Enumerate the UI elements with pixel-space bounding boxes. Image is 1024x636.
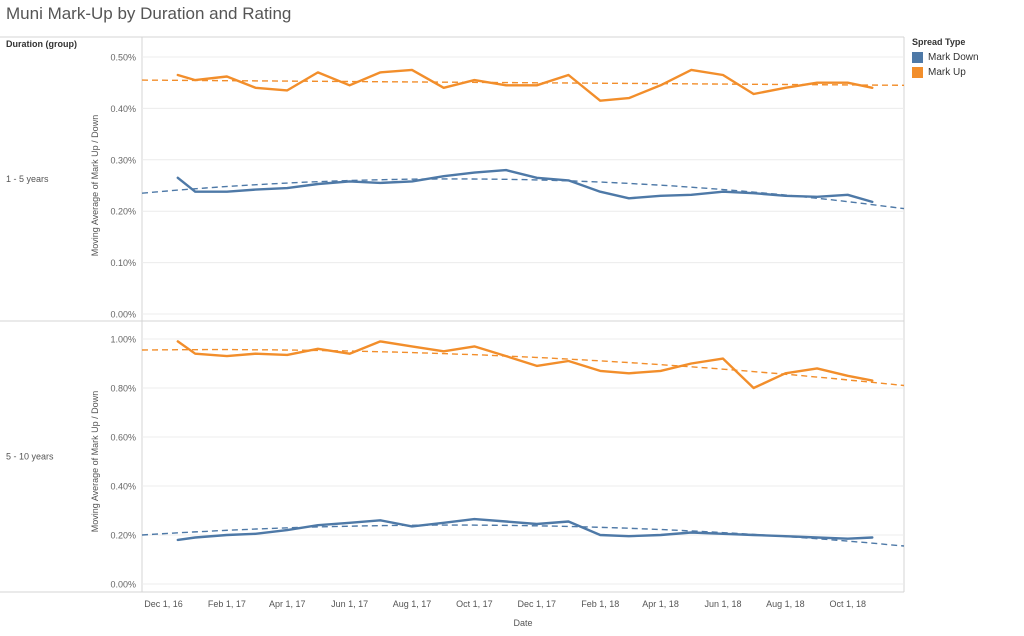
panel-1-trend-mark-up [141, 79, 905, 86]
x-tick-label: Apr 1, 17 [269, 599, 306, 609]
legend-item-mark-down[interactable]: Mark Down [912, 50, 979, 65]
x-tick-label: Apr 1, 18 [642, 599, 679, 609]
panel-1-y-tick-label: 0.20% [110, 207, 136, 217]
x-tick-label: Jun 1, 18 [704, 599, 741, 609]
legend-swatch-mark-down [912, 52, 923, 63]
legend-item-mark-up[interactable]: Mark Up [912, 65, 979, 80]
panel-2-y-tick-label: 0.80% [110, 384, 136, 394]
panel-1-trend-mark-down [141, 178, 905, 210]
x-tick-label: Oct 1, 18 [829, 599, 866, 609]
x-tick-label: Feb 1, 17 [208, 599, 246, 609]
panel-1-series-mark-down [176, 168, 874, 204]
panel-1-y-tick-label: 0.10% [110, 258, 136, 268]
legend-swatch-mark-up [912, 67, 923, 78]
x-tick-label: Aug 1, 18 [766, 599, 805, 609]
x-tick-label: Jun 1, 17 [331, 599, 368, 609]
panel-1-y-axis-title: Moving Average of Mark Up / Down [90, 115, 100, 256]
legend-label-mark-down: Mark Down [928, 52, 979, 63]
panel-2-y-axis-title: Moving Average of Mark Up / Down [90, 391, 100, 532]
legend: Spread Type Mark Down Mark Up [912, 37, 979, 80]
x-axis-title: Date [513, 618, 532, 628]
panel-2-series-mark-down [176, 517, 874, 542]
panel-1-y-tick-label: 0.50% [110, 53, 136, 63]
x-tick-label: Dec 1, 17 [518, 599, 557, 609]
chart-title: Muni Mark-Up by Duration and Rating [6, 4, 292, 23]
panel-2-row-label: 5 - 10 years [6, 452, 54, 462]
panel-1-y-tick-label: 0.00% [110, 310, 136, 320]
panel-2-y-tick-label: 0.60% [110, 433, 136, 443]
x-tick-label: Aug 1, 17 [393, 599, 432, 609]
panel-1-row-label: 1 - 5 years [6, 174, 49, 184]
x-tick-label: Dec 1, 16 [144, 599, 183, 609]
panel-1-series-mark-up [176, 68, 874, 102]
legend-label-mark-up: Mark Up [928, 67, 966, 78]
panel-2-y-tick-label: 0.00% [110, 580, 136, 590]
x-tick-label: Oct 1, 17 [456, 599, 493, 609]
panel-1-y-tick-label: 0.30% [110, 155, 136, 165]
panel-2-y-tick-label: 1.00% [110, 335, 136, 345]
row-header: Duration (group) [6, 39, 77, 49]
panel-2-y-tick-label: 0.20% [110, 531, 136, 541]
panel-2-trend-mark-up [141, 348, 905, 387]
x-tick-label: Feb 1, 18 [581, 599, 619, 609]
panel-2-series-mark-up [176, 340, 874, 390]
panel-2-y-tick-label: 0.40% [110, 482, 136, 492]
panel-1-y-tick-label: 0.40% [110, 104, 136, 114]
legend-title: Spread Type [912, 37, 966, 47]
